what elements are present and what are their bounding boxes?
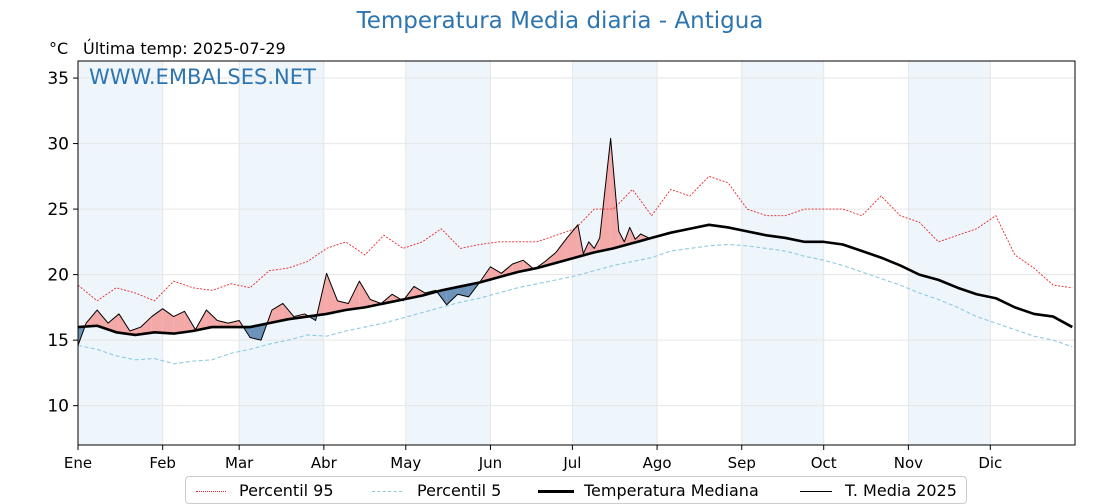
legend-current-label: T. Media 2025 <box>845 481 957 500</box>
above-median-fill <box>108 313 119 333</box>
watermark-text: WWW.EMBALSES.NET <box>89 65 316 89</box>
x-tick-label: Jul <box>562 454 581 472</box>
x-tick-label: May <box>390 454 421 472</box>
above-median-fill <box>271 303 283 323</box>
y-tick-label: 15 <box>47 331 69 351</box>
grid-lines <box>77 61 1075 445</box>
above-median-fill <box>228 320 240 328</box>
above-median-fill <box>217 320 229 328</box>
above-median-fill <box>556 237 567 263</box>
legend-p95-swatch <box>196 491 226 492</box>
y-tick-label: 20 <box>47 266 69 286</box>
above-median-fill <box>97 310 109 330</box>
x-tick-label: Ene <box>64 454 92 472</box>
above-median-fill <box>86 310 98 327</box>
above-median-fill <box>140 316 152 335</box>
series-current-line <box>77 137 650 346</box>
legend-p5-swatch <box>372 491 402 492</box>
legend-median-swatch <box>538 490 574 493</box>
above-median-fill <box>588 241 595 254</box>
month-band <box>908 61 991 445</box>
above-median-fill <box>326 273 338 314</box>
deviation-fills <box>78 138 649 346</box>
y-tick-label: 30 <box>47 135 69 155</box>
legend-p95-label: Percentil 95 <box>239 481 334 500</box>
above-median-fill <box>129 327 141 335</box>
month-bands <box>78 61 991 445</box>
chart-title: Temperatura Media diaria - Antigua <box>356 8 764 34</box>
x-tick-label: Sep <box>728 454 756 472</box>
month-band <box>78 61 163 445</box>
above-median-fill <box>566 224 578 260</box>
y-tick-label: 35 <box>47 69 69 89</box>
month-band <box>239 61 324 445</box>
plot-frame <box>77 60 1076 446</box>
series-p5-line <box>77 243 1073 365</box>
below-median-fill <box>446 286 458 305</box>
above-median-fill <box>206 310 218 329</box>
legend-median-label: Temperatura Mediana <box>584 481 759 500</box>
above-median-fill <box>359 281 371 309</box>
series-lines <box>77 137 1073 365</box>
x-tick-label: Abr <box>311 454 338 472</box>
x-tick-label: Feb <box>149 454 176 472</box>
above-median-fill <box>348 281 360 310</box>
month-band <box>405 61 491 445</box>
axes: 10 15 20 25 30 35 Ene Feb Mar Abr May Jun Jul Ago Sep O… <box>47 60 1076 472</box>
x-tick-label: Nov <box>894 454 923 472</box>
x-tick-label: Jun <box>478 454 502 472</box>
below-median-fill <box>250 324 262 341</box>
above-median-fill <box>618 231 625 247</box>
x-tick-label: Ago <box>643 454 672 472</box>
above-median-fill <box>282 303 294 321</box>
above-median-fill <box>173 311 185 334</box>
series-p95-line <box>77 175 1073 302</box>
month-band <box>741 61 824 445</box>
x-tick-label: Mar <box>225 454 254 472</box>
x-tick-label: Oct <box>811 454 837 472</box>
legend-current-swatch <box>800 491 832 492</box>
below-median-fill <box>457 284 469 297</box>
legend-p5-label: Percentil 5 <box>417 481 502 500</box>
y-tick-label: 25 <box>47 200 69 220</box>
y-tick-label: 10 <box>47 397 69 417</box>
x-tick-label: Dic <box>978 454 1002 472</box>
last-temp-label: Última temp: 2025-07-29 <box>83 39 286 58</box>
y-unit-label: °C <box>49 39 69 58</box>
